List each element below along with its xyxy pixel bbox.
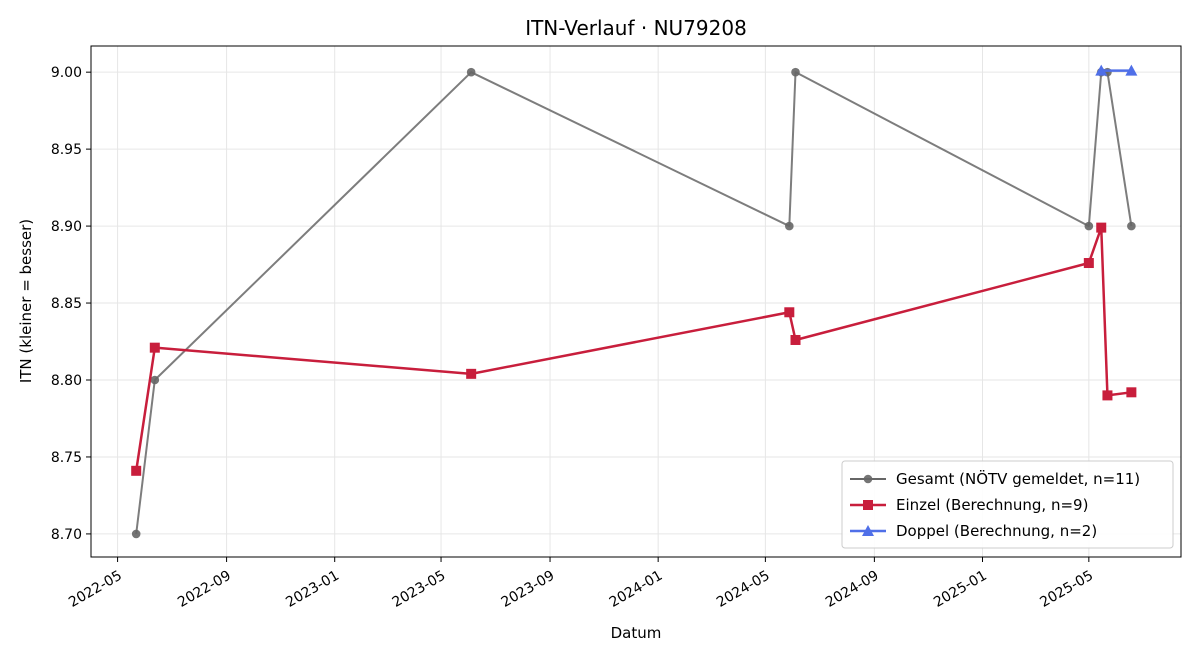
data-point	[149, 342, 160, 353]
legend-frame	[841, 460, 1174, 549]
y-tick-label: 8.85	[51, 296, 82, 312]
y-axis-label: ITN (kleiner = besser)	[17, 219, 35, 383]
legend-item: Doppel (Berechnung, n=2)	[850, 522, 1097, 540]
legend-item: Einzel (Berechnung, n=9)	[850, 496, 1088, 514]
data-point	[785, 221, 794, 231]
legend-marker	[863, 500, 873, 510]
legend-label: Einzel (Berechnung, n=9)	[896, 496, 1088, 514]
data-point	[466, 368, 477, 379]
legend: Gesamt (NÖTV gemeldet, n=11) Einzel (Bere…	[841, 460, 1174, 549]
chart-title: ITN-Verlauf · NU79208	[525, 16, 747, 40]
data-point	[1083, 258, 1094, 269]
data-point	[131, 529, 141, 539]
legend-label: Gesamt (NÖTV gemeldet, n=11)	[896, 469, 1140, 488]
legend-item: Gesamt (NÖTV gemeldet, n=11)	[850, 469, 1140, 488]
legend-marker	[863, 474, 873, 484]
data-point	[790, 334, 801, 345]
data-point	[791, 67, 800, 77]
series-1	[131, 222, 1137, 476]
y-tick-label: 9.00	[51, 65, 82, 81]
data-point	[1102, 390, 1113, 401]
y-tick-label: 8.90	[51, 219, 82, 235]
series-layer	[131, 64, 1138, 539]
x-axis-label: Datum	[611, 624, 662, 642]
y-tick-label: 8.75	[51, 450, 82, 466]
y-tick-label: 8.70	[51, 527, 82, 543]
y-ticks: 8.70 8.75 8.80 8.85 8.90 8.95 9.00	[51, 65, 91, 543]
y-tick-label: 8.95	[51, 142, 82, 158]
legend-marker	[862, 525, 874, 536]
data-point	[1084, 221, 1094, 231]
data-point	[150, 375, 160, 385]
data-point	[1127, 221, 1136, 231]
data-point	[1095, 64, 1108, 76]
data-point	[1096, 222, 1107, 233]
data-point	[466, 67, 476, 77]
series-2	[1095, 64, 1138, 76]
plot-frame	[90, 45, 1182, 558]
data-point	[784, 307, 795, 318]
grid	[91, 46, 1181, 557]
legend-label: Doppel (Berechnung, n=2)	[896, 522, 1097, 540]
data-point	[131, 465, 142, 476]
data-point	[1125, 64, 1138, 76]
y-tick-label: 8.80	[51, 373, 82, 389]
data-point	[1126, 387, 1137, 398]
